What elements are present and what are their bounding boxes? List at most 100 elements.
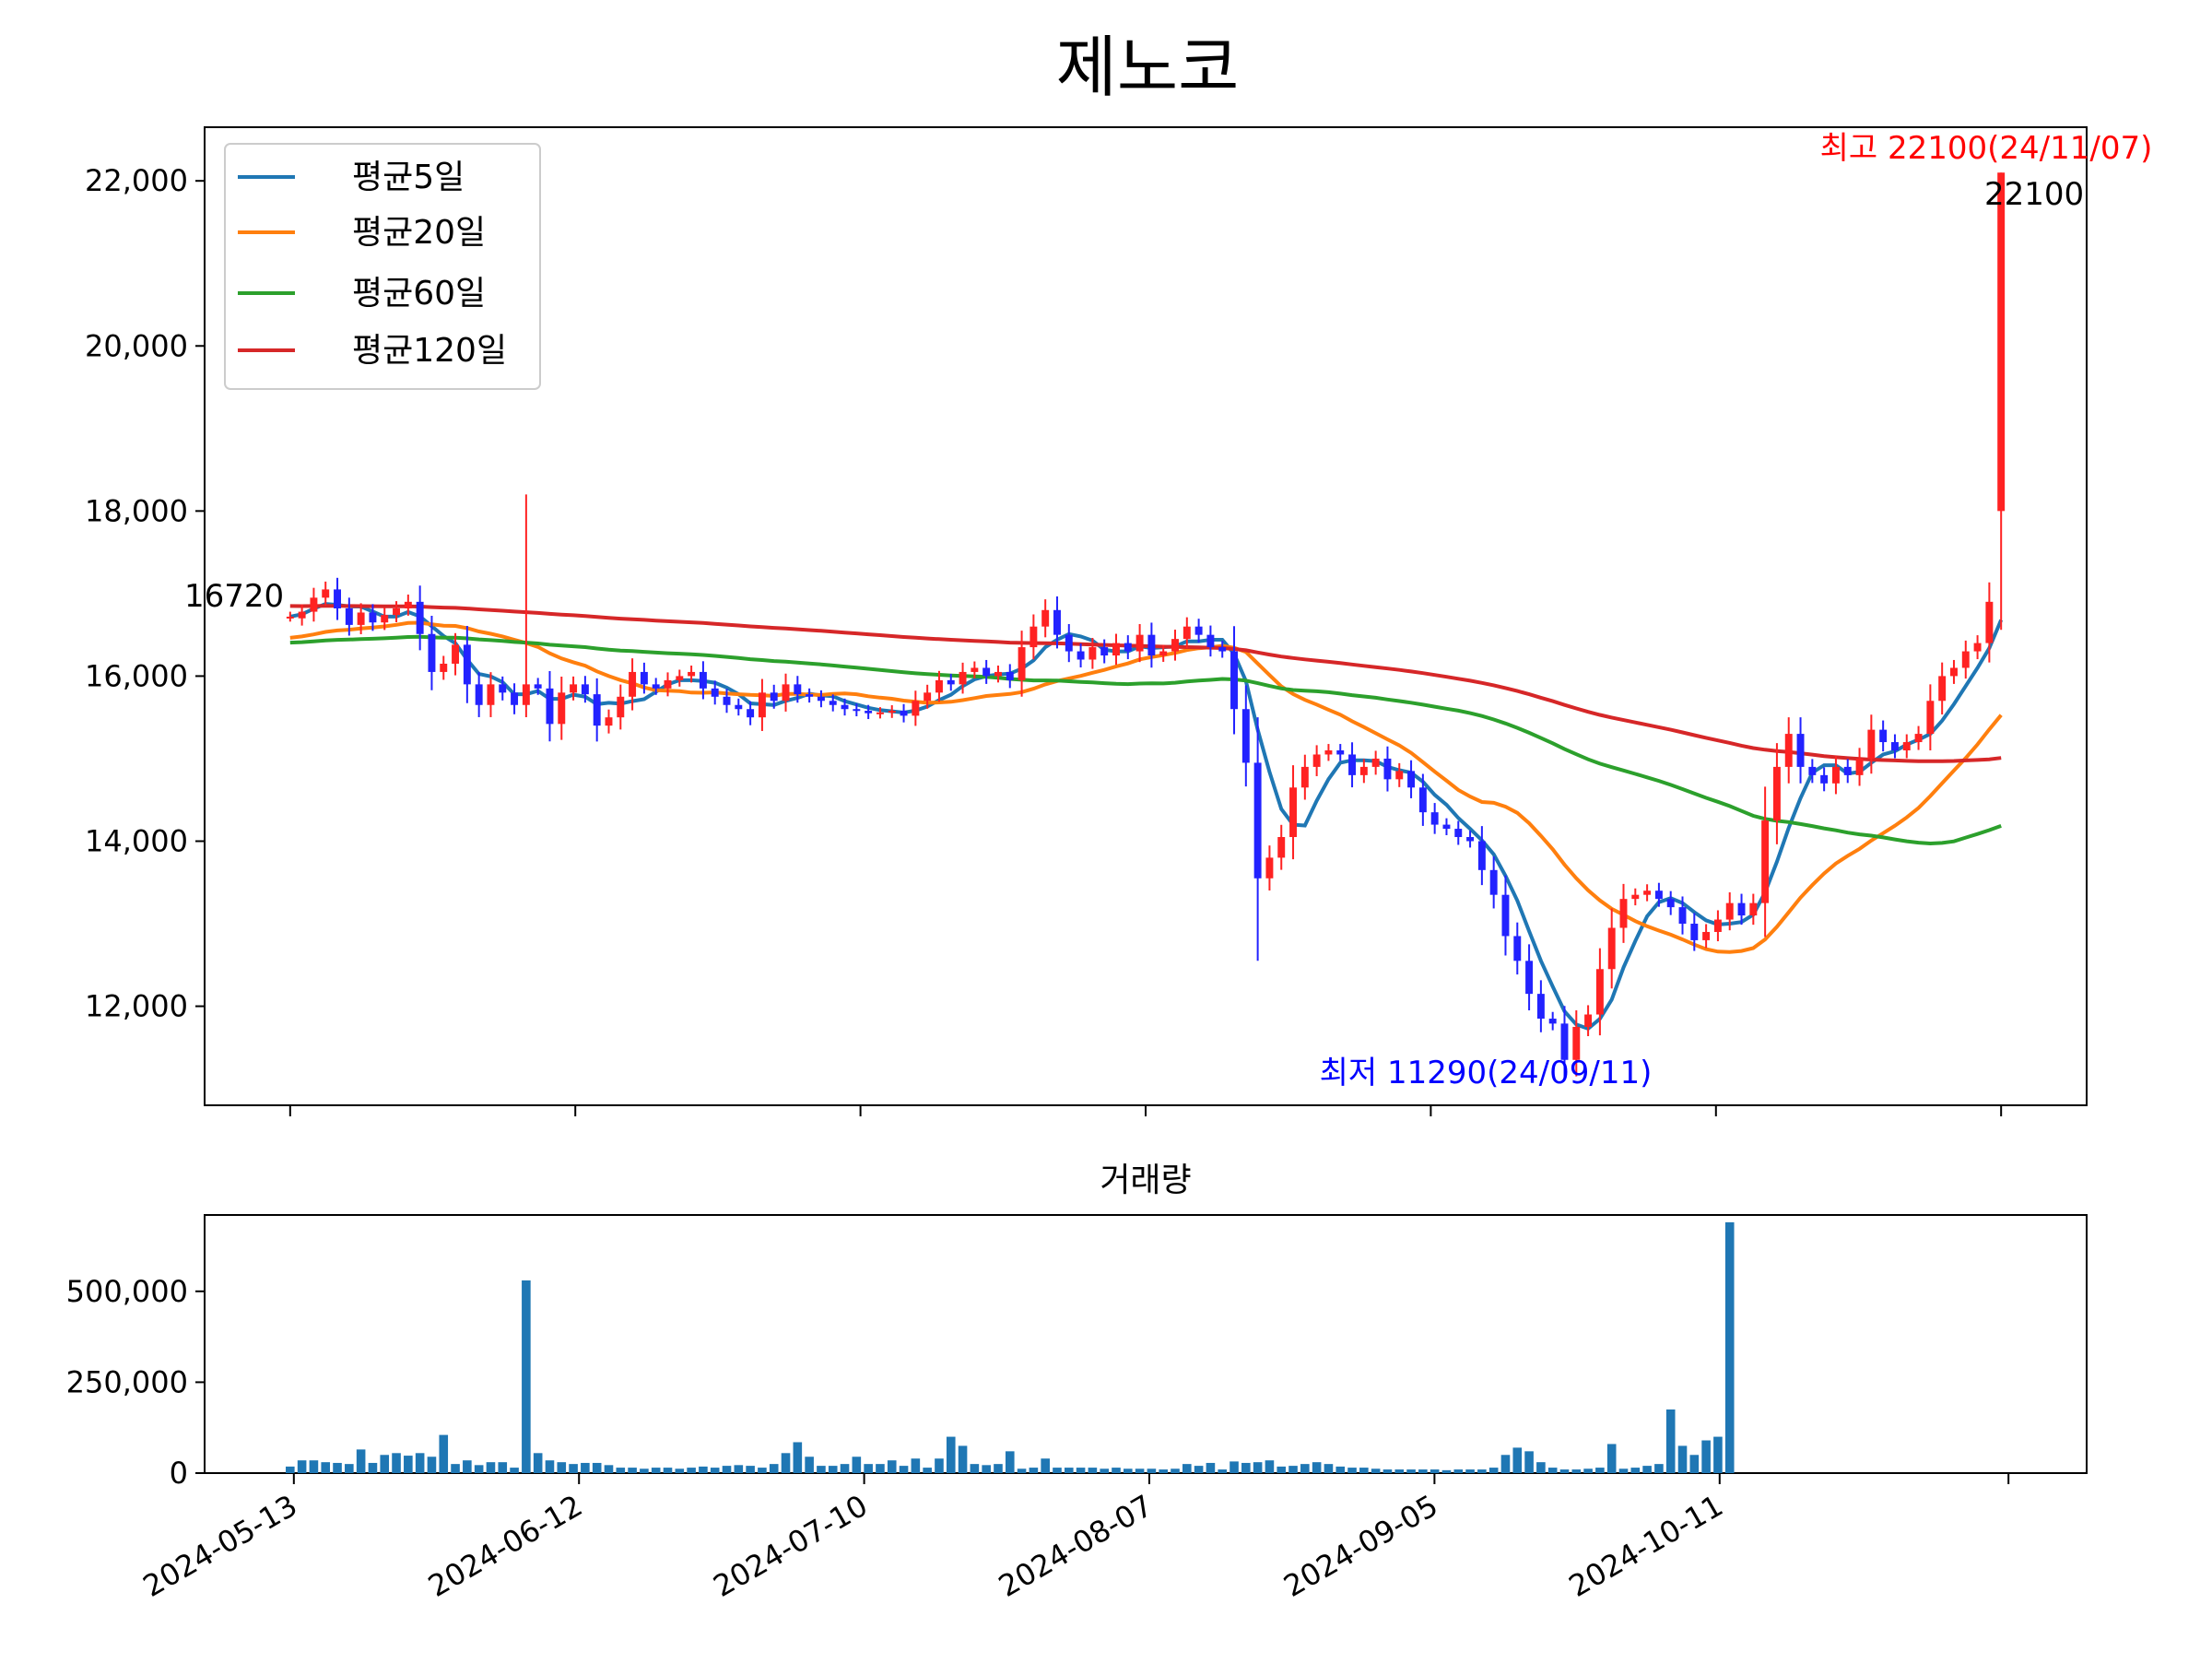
candle-body: [1124, 643, 1132, 652]
candle-body: [1112, 643, 1120, 656]
volume-bar: [1253, 1462, 1263, 1473]
volume-title: 거래량: [1100, 1162, 1191, 1199]
x-tick-label: 2024-05-13: [137, 1488, 303, 1604]
candle-body: [357, 612, 365, 625]
volume-panel-frame: [204, 1214, 2088, 1474]
candle-body: [1489, 869, 1498, 895]
candle-body: [1253, 762, 1262, 879]
candle-body: [711, 688, 719, 697]
volume-bar: [1418, 1469, 1428, 1473]
volume-bar: [498, 1462, 508, 1473]
candle-body: [1666, 899, 1675, 908]
volume-bar: [1713, 1436, 1723, 1473]
volume-bar: [1547, 1468, 1558, 1473]
candle-body: [782, 684, 790, 702]
candle-body: [1430, 812, 1439, 825]
legend-label-ma60: 평균60일: [352, 275, 486, 313]
candle-body: [1985, 601, 1994, 643]
volume-bar: [651, 1468, 661, 1473]
low-annotation: 최저 11290(24/09/11): [1320, 1055, 1653, 1091]
candle-body: [994, 671, 1002, 677]
candle-body: [1914, 734, 1923, 743]
candle-body: [1265, 857, 1274, 879]
volume-bar: [722, 1466, 732, 1473]
volume-bar: [368, 1462, 378, 1473]
candle-body: [605, 717, 613, 726]
first-value-label: 16720: [184, 578, 284, 615]
volume-bar: [427, 1457, 437, 1473]
volume-bar: [1689, 1455, 1700, 1473]
candle-body: [652, 684, 660, 689]
candle-body: [959, 671, 967, 685]
candle-body: [841, 704, 849, 710]
volume-bar: [852, 1457, 862, 1473]
volume-bar: [1406, 1469, 1416, 1473]
candle-body: [1737, 902, 1746, 916]
candle-body: [1867, 729, 1876, 759]
ma60-line: [289, 634, 2002, 846]
volume-bar: [1335, 1466, 1346, 1473]
x-tick-label: 2024-06-12: [422, 1488, 588, 1604]
volume-bar: [557, 1462, 567, 1473]
candle-body: [416, 601, 424, 634]
candle-body: [1595, 969, 1604, 1015]
candle-body: [1289, 787, 1298, 838]
candle-body: [1902, 742, 1911, 750]
candle-body: [1525, 961, 1534, 995]
volume-bar: [1064, 1468, 1074, 1473]
candle-body: [1843, 766, 1852, 775]
candle-body: [1407, 771, 1416, 788]
volume-bar: [793, 1442, 803, 1473]
volume-bar: [1147, 1468, 1157, 1473]
volume-bar: [640, 1468, 649, 1473]
candle-body: [723, 696, 731, 705]
candle-body: [1513, 936, 1522, 961]
volume-bar: [1347, 1468, 1357, 1473]
volume-x-axis: 2024-05-13 2024-06-12 2024-07-10 2024-08-07…: [137, 1473, 2010, 1604]
candle-body: [1938, 676, 1947, 702]
volume-bar: [1005, 1451, 1015, 1473]
x-tick-label: 2024-09-05: [1277, 1488, 1443, 1604]
candle-body: [558, 692, 566, 725]
volume-bar: [604, 1465, 614, 1473]
candle-body: [640, 671, 648, 685]
volume-bar: [1359, 1468, 1369, 1473]
volume-bar: [994, 1464, 1003, 1473]
candle-body: [1725, 902, 1734, 920]
candle-body: [876, 712, 884, 714]
volume-bar: [1135, 1468, 1145, 1473]
candle-body: [676, 676, 684, 680]
volume-bar: [1618, 1468, 1629, 1473]
candle-body: [322, 589, 330, 598]
volume-bar: [805, 1457, 814, 1473]
volume-bar: [1430, 1469, 1440, 1473]
price-y-tick-label: 14,000: [85, 823, 188, 858]
volume-bar: [545, 1460, 555, 1473]
volume-bar: [1100, 1468, 1109, 1473]
candle-body: [1808, 766, 1817, 775]
candle-body: [1501, 894, 1510, 937]
candle-body: [1643, 890, 1652, 895]
volume-bar: [1583, 1468, 1593, 1473]
volume-bar: [817, 1466, 826, 1473]
candle-body: [1077, 651, 1085, 660]
moving-average-lines: [289, 602, 2004, 1032]
candle-body: [1371, 758, 1380, 767]
volume-bar: [486, 1462, 496, 1473]
price-x-ticks: [288, 1105, 2003, 1116]
x-tick-label: 2024-07-10: [708, 1488, 874, 1604]
volume-bar: [687, 1468, 696, 1473]
volume-bar: [286, 1466, 295, 1473]
candle-body: [487, 684, 495, 705]
volume-bar: [1171, 1468, 1180, 1473]
candle-body: [1194, 626, 1203, 635]
candle-body: [404, 601, 412, 608]
volume-bar: [333, 1462, 342, 1473]
volume-bar: [1300, 1464, 1310, 1473]
candle-body: [1973, 643, 1982, 652]
volume-bar: [899, 1466, 909, 1473]
candle-body: [1926, 701, 1935, 735]
candle-body: [1796, 734, 1805, 767]
volume-bar: [533, 1453, 543, 1473]
candle-body: [1088, 647, 1097, 660]
